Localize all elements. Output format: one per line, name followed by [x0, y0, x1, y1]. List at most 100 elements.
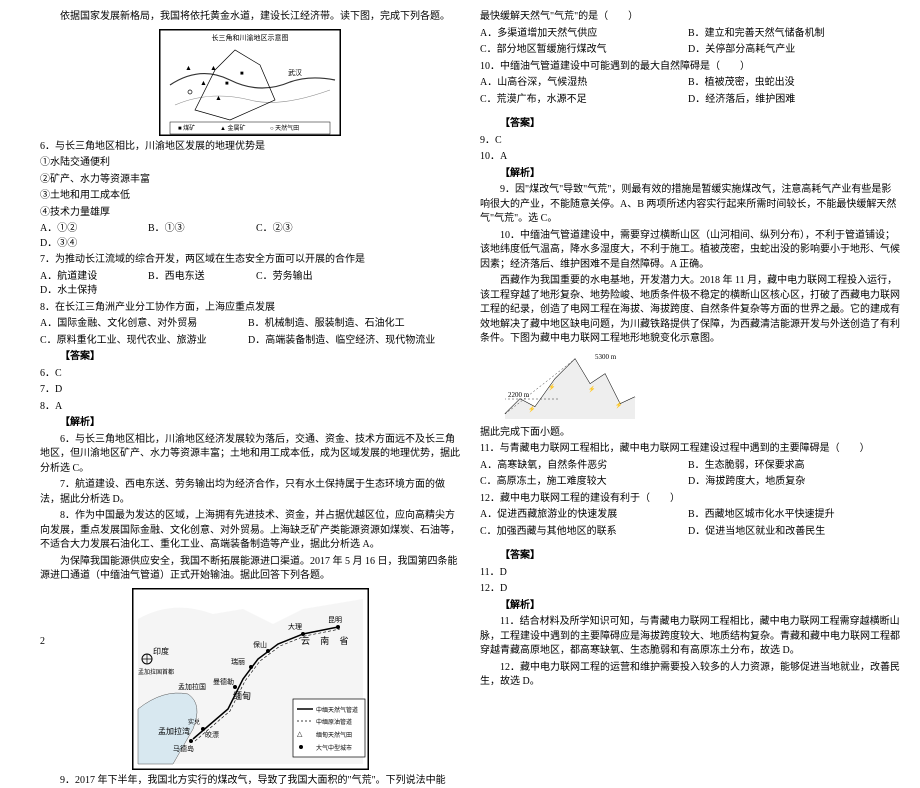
svg-text:⚡: ⚡	[548, 383, 555, 391]
figure-3-profile: 5300 m 2200 m ⚡ ⚡ ⚡ ⚡	[500, 349, 640, 424]
svg-text:昆明: 昆明	[328, 616, 342, 624]
explain-heading-3: 【解析】	[480, 599, 900, 614]
q9-opt-d: D．关停部分高耗气产业	[688, 43, 878, 58]
q12-opt-b: B．西藏地区城市化水平快速提升	[688, 508, 878, 523]
q11-options-1: A．高寒缺氧，自然条件恶劣 B．生态脆弱，环保要求高	[480, 459, 900, 474]
q8-opt-b: B．机械制造、服装制造、石油化工	[248, 317, 438, 332]
lead-3: 据此完成下面小题。	[480, 426, 900, 441]
q11-stem: 11．与青藏电力联网工程相比，藏中电力联网工程建设过程中遇到的主要障碍是（ ）	[480, 442, 900, 457]
q7-opt-c: C．劳务输出	[256, 270, 346, 285]
answer-7: 7．D	[40, 383, 460, 398]
q6-line1: ①水陆交通便利	[40, 156, 460, 171]
svg-text:▲: ▲	[215, 94, 222, 102]
q9-opt-b: B．建立和完善天然气储备机制	[688, 27, 878, 42]
svg-text:曼德勒: 曼德勒	[213, 677, 234, 686]
svg-text:中缅天然气管道: 中缅天然气管道	[316, 706, 358, 714]
q9-options-1: A．多渠道增加天然气供应 B．建立和完善天然气储备机制	[480, 27, 900, 42]
q6-options: A．①② B．①③ C．②③ D．③④	[40, 222, 460, 251]
answer-11: 11．D	[480, 566, 900, 581]
svg-text:⚡: ⚡	[588, 385, 595, 393]
q6-opt-c: C．②③	[256, 222, 346, 237]
svg-text:皎漂: 皎漂	[205, 730, 219, 739]
answer-10: 10．A	[480, 150, 900, 165]
svg-text:保山: 保山	[253, 640, 267, 649]
explain-10: 10．中缅油气管道建设中，需要穿过横断山区（山河相间、纵列分布），不利于管道铺设…	[480, 229, 900, 273]
answer-12: 12．D	[480, 582, 900, 597]
q12-options-2: C．加强西藏与其他地区的联系 D．促进当地区就业和改善民生	[480, 525, 900, 540]
q7-opt-a: A．航道建设	[40, 270, 130, 285]
answer-heading-1: 【答案】	[40, 350, 460, 365]
svg-text:大气中型城市: 大气中型城市	[316, 744, 352, 752]
spacer-2	[480, 541, 900, 547]
svg-text:○ 天然气田: ○ 天然气田	[270, 124, 299, 132]
q6-opt-d: D．③④	[40, 237, 130, 252]
q8-options-2: C．原料重化工业、现代农业、旅游业 D．高端装备制造、临空经济、现代物流业	[40, 334, 460, 349]
q10-stem: 10．中缅油气管道建设中可能遇到的最大自然障碍是（ ）	[480, 60, 900, 75]
answer-6: 6．C	[40, 367, 460, 382]
q11-options-2: C．高原冻土，施工难度较大 D．海拔跨度大，地质复杂	[480, 475, 900, 490]
q12-opt-d: D．促进当地区就业和改善民生	[688, 525, 878, 540]
svg-text:缅甸天然气田: 缅甸天然气田	[316, 731, 352, 739]
q7-stem: 7．为推动长江流域的综合开发，两区域在生态安全方面可以开展的合作是	[40, 253, 460, 268]
q11-opt-d: D．海拔跨度大，地质复杂	[688, 475, 878, 490]
q10-options-2: C．荒漠广布，水源不足 D．经济落后，维护困难	[480, 93, 900, 108]
q9-opt-c: C．部分地区暂缓施行煤改气	[480, 43, 670, 58]
explain-11: 11．结合材料及所学知识可知，与青藏电力联网工程相比，藏中电力联网工程需穿越横断…	[480, 615, 900, 659]
intro-2: 为保障我国能源供应安全，我国不断拓展能源进口渠道。2017 年 5 月 16 日…	[40, 555, 460, 584]
svg-text:▲: ▲	[200, 79, 207, 87]
q6-stem: 6．与长三角地区相比，川渝地区发展的地理优势是	[40, 140, 460, 155]
answer-heading-3: 【答案】	[480, 549, 900, 564]
q12-options-1: A．促进西藏旅游业的快速发展 B．西藏地区城市化水平快速提升	[480, 508, 900, 523]
q9-stem-a: 9．2017 年下半年，我国北方实行的煤改气，导致了我国大面积的"气荒"。下列说…	[40, 774, 460, 788]
q6-line4: ④技术力量雄厚	[40, 206, 460, 221]
q8-opt-a: A．国际金融、文化创意、对外贸易	[40, 317, 230, 332]
q7-opt-d: D．水土保持	[40, 284, 130, 299]
svg-text:▲: ▲	[185, 64, 192, 72]
q7-opt-b: B．西电东送	[148, 270, 238, 285]
q9-opt-a: A．多渠道增加天然气供应	[480, 27, 670, 42]
intro-3: 西藏作为我国重要的水电基地，开发潜力大。2018 年 11 月，藏中电力联网工程…	[480, 274, 900, 347]
svg-text:实兑: 实兑	[188, 718, 200, 726]
q10-opt-b: B．植被茂密，虫蛇出没	[688, 76, 878, 91]
svg-text:△: △	[297, 730, 303, 738]
q11-opt-a: A．高寒缺氧，自然条件恶劣	[480, 459, 670, 474]
q8-options-1: A．国际金融、文化创意、对外贸易 B．机械制造、服装制造、石油化工	[40, 317, 460, 332]
svg-text:马德岛: 马德岛	[173, 744, 194, 753]
q6-opt-a: A．①②	[40, 222, 130, 237]
explain-9: 9．因"煤改气"导致"气荒"，则最有效的措施是暂缓实施煤改气，注意高耗气产业有些…	[480, 183, 900, 227]
svg-text:5300 m: 5300 m	[595, 353, 617, 361]
intro-text: 依据国家发展新格局，我国将依托黄金水道，建设长江经济带。读下图，完成下列各题。	[40, 10, 460, 25]
q8-stem: 8．在长江三角洲产业分工协作方面，上海应重点发展	[40, 301, 460, 316]
answer-heading-2: 【答案】	[480, 117, 900, 132]
svg-text:■: ■	[225, 81, 229, 87]
explain-heading-1: 【解析】	[40, 416, 460, 431]
explain-12: 12．藏中电力联网工程的运营和维护需要投入较多的人力资源，能够促进当地就业，改善…	[480, 661, 900, 690]
figure-2-map-pipeline: 孟加拉湾 印度 孟加拉国 缅甸 云 南 省 泰国 昆明 大理 保山 瑞丽 曼德勒…	[132, 588, 369, 770]
svg-text:孟加拉国首都: 孟加拉国首都	[138, 668, 174, 676]
svg-text:武汉: 武汉	[288, 68, 302, 77]
svg-text:2200 m: 2200 m	[508, 391, 530, 399]
svg-text:云 南 省: 云 南 省	[301, 635, 353, 646]
q9-stem-b: 最快缓解天然气"气荒"的是（ ）	[480, 10, 900, 25]
q10-opt-c: C．荒漠广布，水源不足	[480, 93, 670, 108]
svg-text:缅甸: 缅甸	[233, 690, 251, 701]
answer-9: 9．C	[480, 134, 900, 149]
svg-text:孟加拉湾: 孟加拉湾	[158, 726, 190, 736]
explain-8: 8．作为中国最为发达的区域，上海拥有先进技术、资金，并占据优越区位，应向高精尖方…	[40, 509, 460, 553]
q11-opt-b: B．生态脆弱，环保要求高	[688, 459, 878, 474]
q6-line2: ②矿产、水力等资源丰富	[40, 173, 460, 188]
svg-text:▲ 金属矿: ▲ 金属矿	[220, 124, 245, 132]
explain-6: 6．与长三角地区相比，川渝地区经济发展较为落后，交通、资金、技术方面远不及长三角…	[40, 433, 460, 477]
q12-stem: 12．藏中电力联网工程的建设有利于（ ）	[480, 492, 900, 507]
q9-options-2: C．部分地区暂缓施行煤改气 D．关停部分高耗气产业	[480, 43, 900, 58]
answer-8: 8．A	[40, 400, 460, 415]
svg-text:⚡: ⚡	[615, 401, 622, 409]
svg-text:瑞丽: 瑞丽	[231, 657, 245, 666]
q6-line3: ③土地和用工成本低	[40, 189, 460, 204]
spacer	[480, 109, 900, 115]
svg-text:中缅原油管道: 中缅原油管道	[316, 718, 352, 726]
q10-opt-a: A．山高谷深，气候湿热	[480, 76, 670, 91]
figure-1-map-yangtze: 长三角和川渝地区示意图 ▲ ▲ ▲ ▲ ■ ■ 武汉 ■ 煤矿 ▲ 金属矿 ○ …	[159, 29, 341, 136]
q7-options: A．航道建设 B．西电东送 C．劳务输出 D．水土保持	[40, 270, 460, 299]
svg-text:⚡: ⚡	[528, 405, 535, 413]
